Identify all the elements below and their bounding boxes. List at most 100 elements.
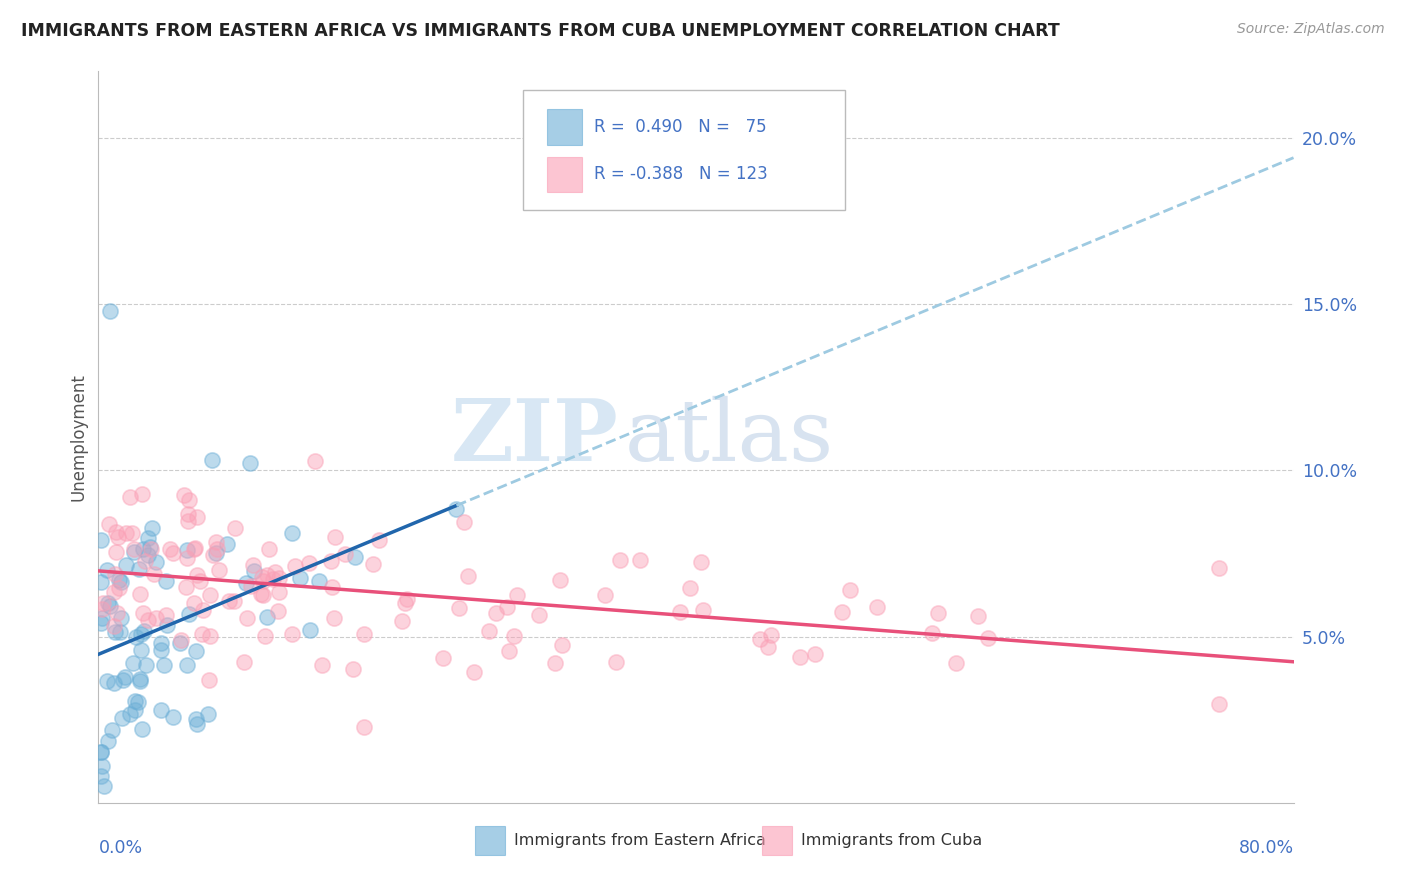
Point [112,673,135,688]
Point [323,530,346,544]
Point [103,675,125,690]
Point [188,574,211,588]
Point [156,618,179,632]
Point [174,581,197,595]
Point [132,607,155,621]
Point [128,562,150,576]
Point [281,526,304,541]
FancyBboxPatch shape [523,90,845,211]
Point [186,716,208,731]
Point [124,630,146,644]
Point [205,534,228,549]
Point [186,712,208,726]
Point [110,574,132,589]
Point [124,694,146,708]
Point [242,558,264,572]
Point [108,574,131,588]
Point [183,542,205,557]
Point [239,456,262,470]
Point [131,486,153,500]
Point [527,607,550,622]
Point [679,581,702,595]
Text: 80.0%: 80.0% [1239,839,1294,857]
Point [311,658,333,673]
Point [114,670,136,684]
Point [114,526,136,541]
Point [281,627,304,641]
Point [134,554,156,568]
Point [921,626,943,640]
Point [177,508,200,522]
Point [177,607,200,621]
Point [96,673,118,688]
Text: Source: ZipAtlas.com: Source: ZipAtlas.com [1237,22,1385,37]
Point [111,711,134,725]
Point [169,636,191,650]
Point [159,542,181,557]
Point [759,628,782,642]
Point [162,546,184,560]
Point [132,624,155,638]
Point [242,564,264,578]
Point [105,545,128,559]
Point [145,555,167,569]
Point [132,541,155,556]
Y-axis label: Unemployment: Unemployment [69,373,87,501]
Point [235,576,257,591]
Point [496,600,519,615]
Point [183,595,205,609]
FancyBboxPatch shape [547,157,582,192]
Point [593,588,616,602]
Point [257,541,280,556]
Point [193,603,215,617]
Point [91,596,114,610]
Point [267,584,290,599]
Point [789,650,811,665]
Text: Immigrants from Cuba: Immigrants from Cuba [801,833,983,848]
Point [368,533,391,548]
Point [838,583,860,598]
Point [91,611,114,625]
Point [689,555,711,569]
Point [108,581,131,595]
Point [150,703,173,717]
Point [233,655,256,669]
Point [198,673,221,687]
Point [478,624,501,638]
Point [204,546,226,560]
Text: atlas: atlas [624,395,834,479]
Point [605,655,627,669]
Point [93,779,115,793]
Point [173,488,195,502]
Point [927,606,949,620]
Point [153,657,176,672]
Point [447,600,470,615]
Point [186,568,208,582]
Point [179,493,201,508]
Point [262,572,284,586]
Point [208,563,231,577]
Point [98,599,121,613]
Point [506,588,529,602]
Point [267,571,290,585]
FancyBboxPatch shape [475,826,505,855]
Point [97,734,120,748]
Point [129,627,152,641]
Point [184,644,207,658]
Text: R = -0.388   N = 123: R = -0.388 N = 123 [595,166,768,184]
Point [138,541,160,555]
Point [100,723,122,737]
Point [129,643,152,657]
Point [457,569,479,583]
Point [136,532,159,546]
Point [191,627,214,641]
Point [396,591,419,606]
Point [91,602,114,616]
Point [186,509,208,524]
Point [142,566,165,581]
Point [122,544,145,558]
Point [353,626,375,640]
Text: 0.0%: 0.0% [98,839,142,857]
Point [150,636,173,650]
Point [103,584,125,599]
